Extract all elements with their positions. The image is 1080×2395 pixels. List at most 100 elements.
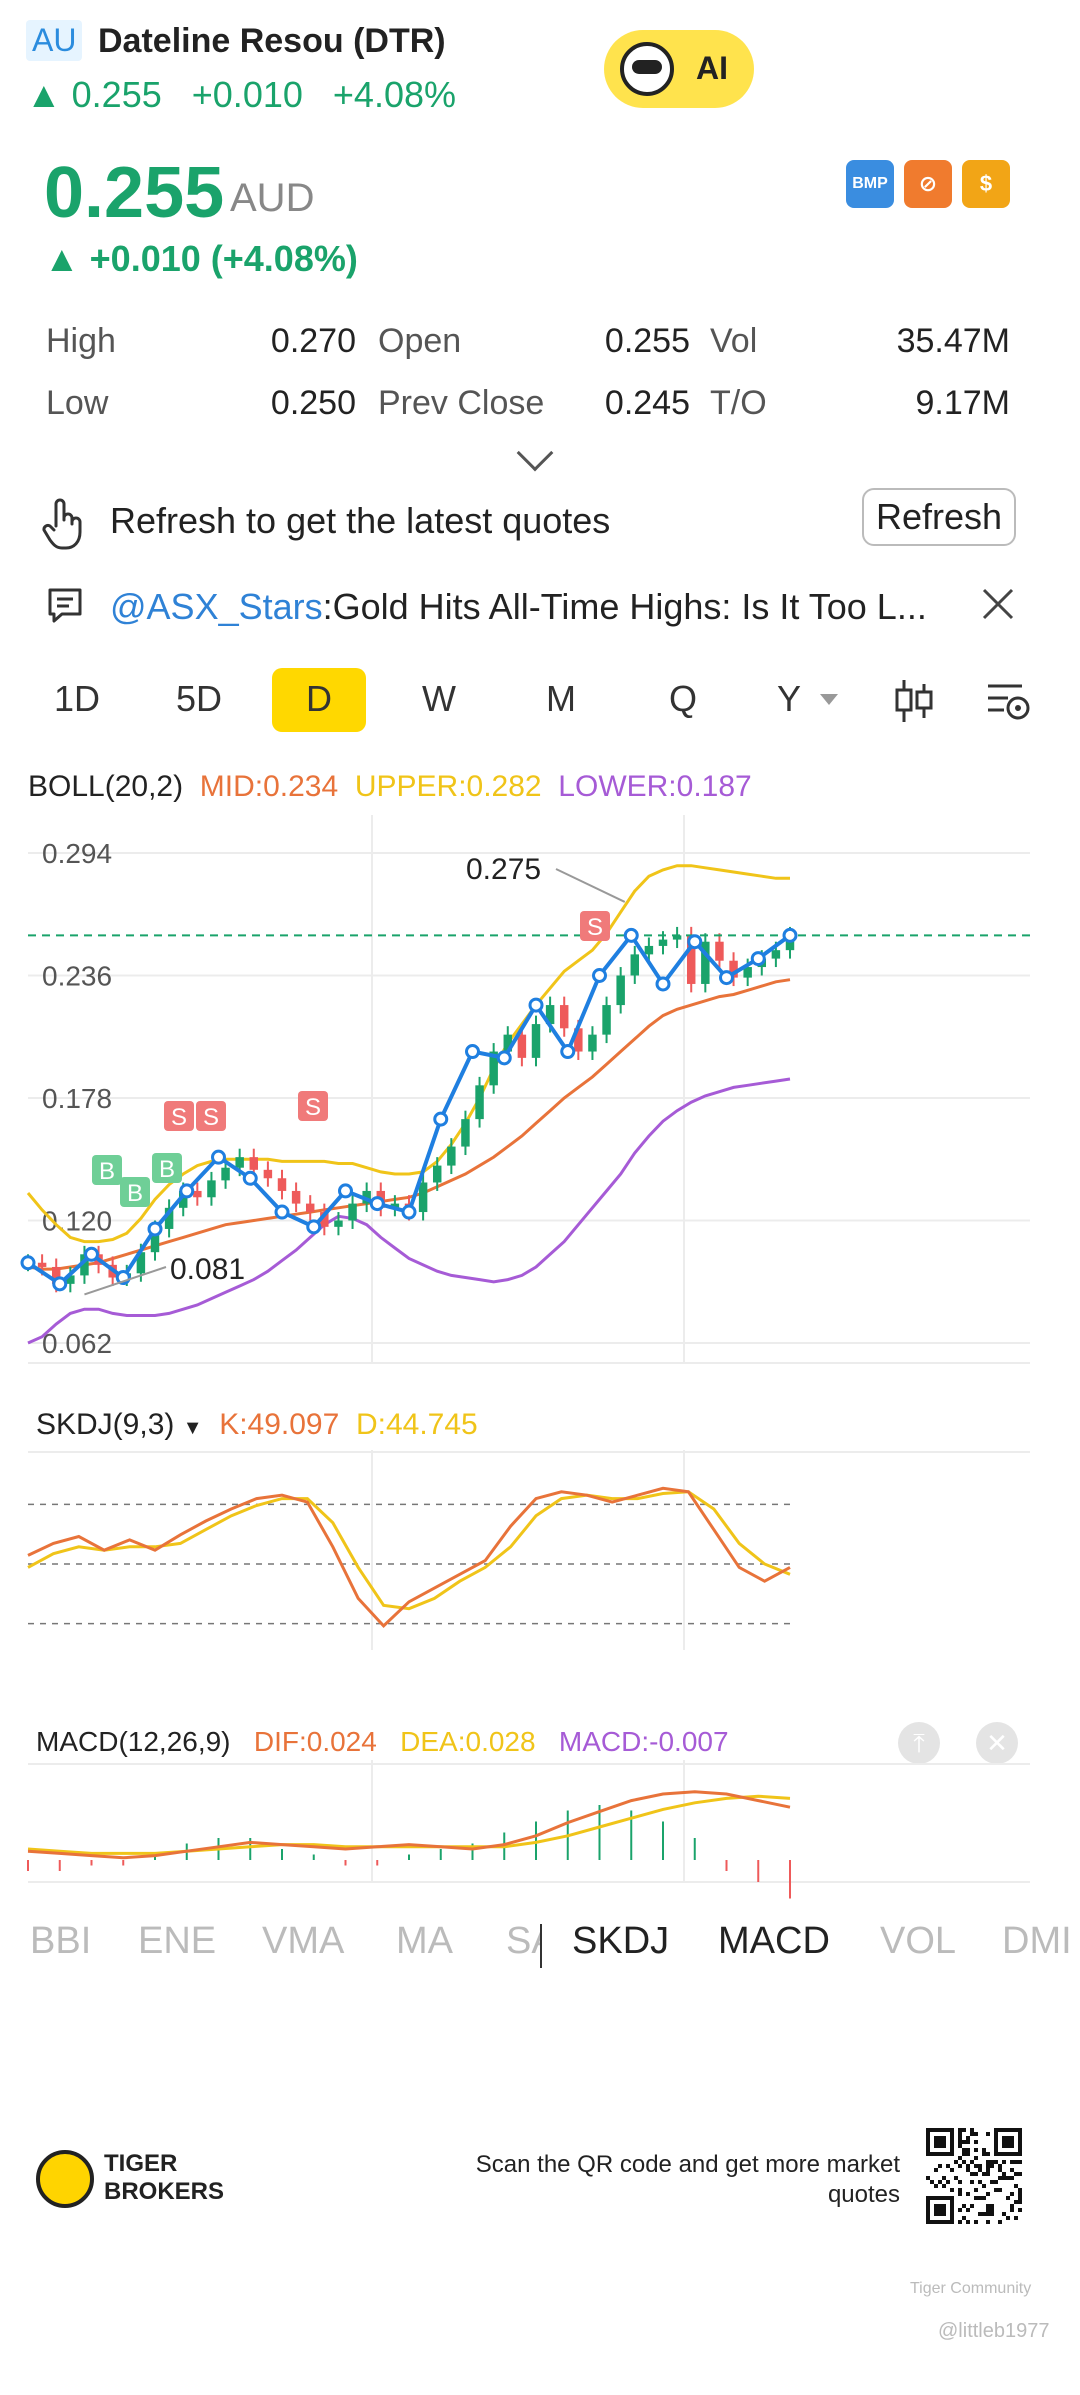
currency: AUD: [230, 176, 315, 220]
close-icon[interactable]: [978, 584, 1018, 624]
annotation-leader: [555, 868, 626, 903]
qr-module: [974, 2172, 978, 2176]
skdj-legend[interactable]: SKDJ(9,3) ▼ K:49.097 D:44.745: [36, 1408, 478, 1442]
trend-point: [401, 1204, 417, 1220]
refresh-button[interactable]: Refresh: [862, 488, 1016, 546]
ind-tab-sar[interactable]: SA: [506, 1920, 540, 1962]
message-icon: [48, 588, 82, 623]
chevron-down-icon[interactable]: [516, 434, 554, 472]
ind-tab-bbi[interactable]: BBI: [30, 1920, 92, 1962]
news-ticker[interactable]: @ASX_Stars:Gold Hits All-Time Highs: Is …: [110, 586, 927, 628]
robot-icon: [620, 42, 674, 96]
qr-module: [978, 2212, 982, 2216]
news-handle[interactable]: @ASX_Stars: [110, 586, 323, 627]
buy-signal-bg: [92, 1155, 122, 1185]
x-tick-label: 2025/8: [329, 1372, 415, 1375]
tab-5d[interactable]: 5D: [175, 678, 223, 719]
qr-module: [962, 2152, 966, 2156]
skdj-d: D:44.745: [355, 1408, 478, 1441]
compass-icon[interactable]: ⊘: [904, 160, 952, 208]
qr-module: [986, 2220, 990, 2224]
sell-signal-bg: [196, 1101, 226, 1131]
up-arrow-icon: ▲: [44, 238, 80, 279]
qr-module: [1010, 2176, 1014, 2180]
candle: [630, 954, 640, 976]
qr-module: [986, 2172, 990, 2176]
chart-settings-icon[interactable]: [984, 678, 1032, 724]
ind-tab-skdj[interactable]: SKDJ: [572, 1920, 670, 1962]
tab-1d[interactable]: 1D: [53, 678, 101, 719]
tab-q[interactable]: Q: [668, 678, 697, 719]
boll-upper: UPPER:0.282: [354, 770, 542, 803]
ind-tab-vol[interactable]: VOL: [880, 1920, 957, 1962]
caret-down-icon[interactable]: [820, 694, 838, 705]
qr-module: [958, 2144, 962, 2148]
qr-module: [966, 2148, 970, 2152]
boll-legend: BOLL(20,2) MID:0.234 UPPER:0.282 LOWER:0…: [28, 770, 752, 804]
candle: [263, 1169, 273, 1179]
trend-point: [147, 1221, 163, 1237]
candle: [291, 1190, 301, 1204]
qr-module: [966, 2136, 970, 2140]
candle: [658, 939, 668, 946]
ind-tab-ene[interactable]: ENE: [138, 1920, 217, 1962]
qr-module: [966, 2168, 970, 2172]
tab-d[interactable]: D: [272, 668, 366, 732]
qr-module: [974, 2148, 978, 2152]
qr-module: [946, 2180, 950, 2184]
qr-module: [970, 2172, 974, 2176]
y-tick-label: 0.062: [42, 1328, 112, 1359]
candle: [37, 1262, 47, 1267]
qr-module: [970, 2160, 974, 2164]
dollar-icon[interactable]: $: [962, 160, 1010, 208]
sell-signal: S: [203, 1104, 219, 1131]
candle: [136, 1252, 146, 1274]
qr-module: [1006, 2196, 1010, 2200]
qr-module: [974, 2140, 978, 2144]
ai-button[interactable]: AI: [604, 30, 754, 108]
y-tick-label: 0.178: [42, 1083, 112, 1114]
trend-point: [369, 1196, 385, 1212]
tab-y[interactable]: Y: [776, 678, 801, 719]
qr-finder: [934, 2204, 946, 2216]
price-chart[interactable]: 0.2940.2360.1780.1200.0622025/82025/90.2…: [0, 815, 1080, 1375]
pin-top-icon[interactable]: ⤒: [898, 1722, 940, 1764]
qr-module: [1018, 2172, 1022, 2176]
qr-module: [994, 2160, 998, 2164]
ind-tab-ma[interactable]: MA: [396, 1920, 453, 1962]
tab-w[interactable]: W: [422, 678, 456, 719]
trend-point: [433, 1111, 449, 1127]
qr-module: [986, 2204, 990, 2208]
qr-module: [966, 2140, 970, 2144]
ind-tab-dmi[interactable]: DMI: [1002, 1920, 1072, 1962]
candle: [164, 1207, 174, 1229]
qr-module: [986, 2212, 990, 2216]
bmp-icon[interactable]: BMP: [846, 160, 894, 208]
qr-module: [998, 2188, 1002, 2192]
ind-tab-macd[interactable]: MACD: [718, 1920, 830, 1962]
qr-module: [970, 2180, 974, 2184]
qr-module: [1014, 2160, 1018, 2164]
qr-module: [978, 2180, 982, 2184]
trend-point: [687, 934, 703, 950]
qr-module: [1002, 2212, 1006, 2216]
stat-label-vol: Vol: [710, 322, 758, 360]
qr-module: [998, 2220, 1002, 2224]
y-tick-label: 0.236: [42, 961, 112, 992]
macd-dif: DIF:0.024: [253, 1726, 377, 1757]
hand-pointer-icon: [42, 498, 82, 550]
y-tick-label: 0.294: [42, 838, 112, 869]
qr-module: [962, 2140, 966, 2144]
qr-module: [962, 2148, 966, 2152]
candle: [588, 1034, 597, 1052]
candle: [743, 967, 752, 978]
change-text: +0.010 (+4.08%): [89, 238, 358, 279]
tab-m[interactable]: M: [546, 678, 576, 719]
ind-tab-vma[interactable]: VMA: [262, 1920, 345, 1962]
qr-module: [1014, 2184, 1018, 2188]
qr-module: [978, 2168, 982, 2172]
candle-type-icon[interactable]: [892, 678, 936, 724]
trend-point: [306, 1219, 322, 1235]
trend-point: [242, 1170, 258, 1186]
close-indicator-icon[interactable]: ✕: [976, 1722, 1018, 1764]
